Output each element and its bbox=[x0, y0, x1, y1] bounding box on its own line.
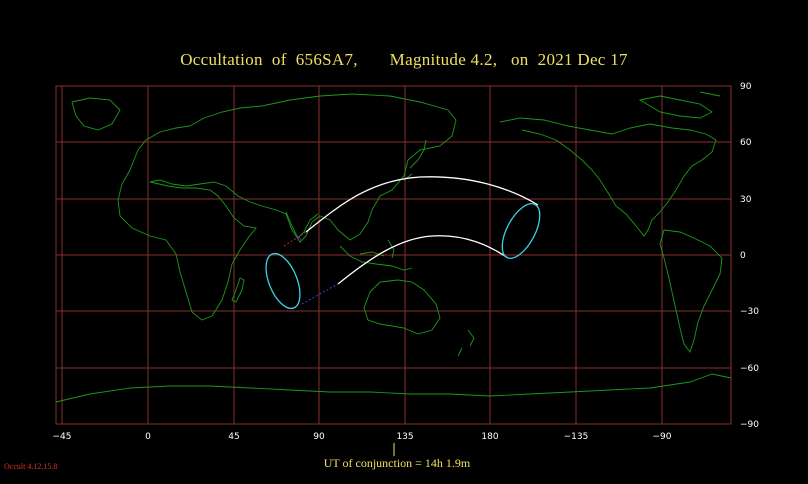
x-tick-label: 180 bbox=[481, 432, 498, 442]
y-tick-label: 30 bbox=[740, 195, 752, 205]
antarctica-coast bbox=[55, 373, 732, 403]
y-tick-label: 0 bbox=[740, 251, 746, 261]
x-tick-label: 0 bbox=[145, 432, 151, 442]
graticule bbox=[56, 85, 731, 425]
arctic-islands-coast bbox=[638, 91, 721, 119]
path-extensions bbox=[283, 231, 339, 305]
x-tick-label: −135 bbox=[564, 432, 589, 442]
x-tick-label: −45 bbox=[53, 432, 72, 442]
south-america-coast bbox=[659, 229, 723, 353]
coastlines bbox=[55, 91, 732, 403]
y-tick-label: −90 bbox=[740, 420, 759, 430]
west-limit-ellipse bbox=[265, 252, 301, 310]
north-america-coast bbox=[499, 117, 717, 237]
x-tick-label: 90 bbox=[313, 432, 325, 442]
version-label: Occult 4.12.15.8 bbox=[4, 462, 58, 471]
madagascar-coast bbox=[231, 277, 245, 303]
africa-coast bbox=[117, 169, 257, 321]
path-north-limit bbox=[305, 176, 539, 233]
map-title: Occultation of 656SA7, Magnitude 4.2, on… bbox=[180, 50, 628, 69]
path-extension-south bbox=[301, 283, 339, 305]
y-tick-label: 90 bbox=[740, 82, 752, 92]
path-south-limit bbox=[337, 235, 509, 285]
occultation-path bbox=[305, 176, 539, 285]
australia-coast bbox=[363, 279, 441, 335]
path-extension-north bbox=[283, 231, 307, 247]
eurasia-coast bbox=[129, 93, 457, 243]
ut-conjunction: UT of conjunction = 14h 1.9m bbox=[323, 456, 471, 470]
y-tick-label: −60 bbox=[740, 364, 759, 374]
x-tick-label: 135 bbox=[396, 432, 413, 442]
y-tick-label: 60 bbox=[740, 138, 752, 148]
limit-ellipses bbox=[265, 203, 541, 310]
new-zealand-coast bbox=[457, 329, 475, 357]
y-tick-label: −30 bbox=[740, 307, 759, 317]
x-tick-label: −90 bbox=[653, 432, 672, 442]
greenland-coast bbox=[71, 97, 121, 131]
axis-ticks: −45 0 45 90 135 180 −135 −90 90 60 30 0 −30 −60 −90 bbox=[53, 82, 760, 442]
east-limit-ellipse bbox=[501, 203, 541, 259]
indonesia-coast bbox=[339, 239, 413, 271]
x-tick-label: 45 bbox=[228, 432, 239, 442]
japan-coast bbox=[403, 139, 427, 181]
